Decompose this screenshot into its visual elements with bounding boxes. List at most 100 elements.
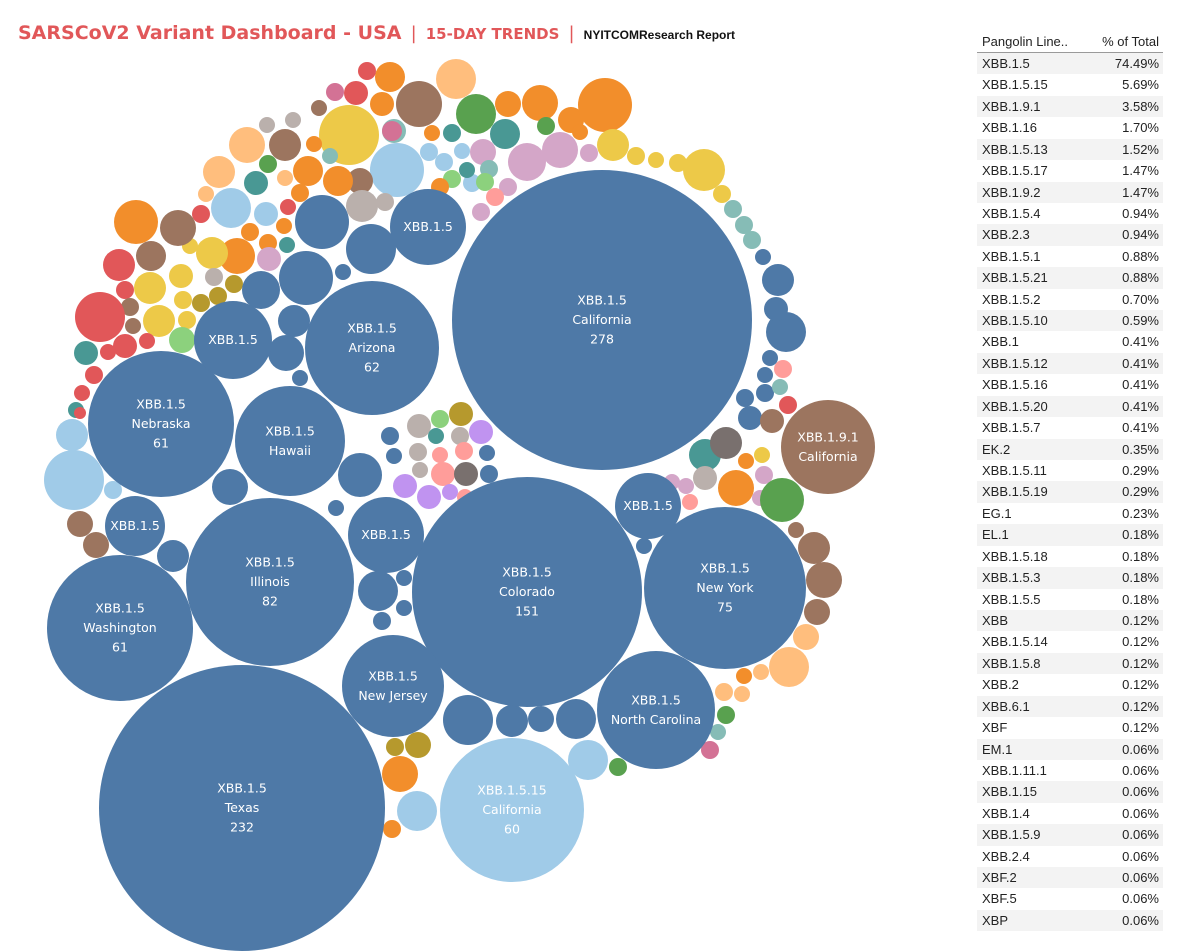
bubble-mark[interactable] [269, 129, 301, 161]
bubble-mark[interactable] [693, 466, 717, 490]
bubble-mark[interactable] [407, 414, 431, 438]
bubble-mark[interactable] [470, 139, 496, 165]
bubble-mark[interactable] [342, 635, 444, 737]
bubble-mark[interactable] [322, 148, 338, 164]
bubble-mark[interactable] [348, 497, 424, 573]
table-row[interactable]: XBB.1.5.14 0.12% [977, 631, 1163, 653]
bubble-mark[interactable] [734, 686, 750, 702]
bubble-mark[interactable] [769, 647, 809, 687]
bubble-mark[interactable] [597, 651, 715, 769]
bubble-mark[interactable] [455, 442, 473, 460]
bubble-mark[interactable] [56, 419, 88, 451]
bubble-mark[interactable] [169, 264, 193, 288]
bubble-mark[interactable] [326, 83, 344, 101]
bubble-mark[interactable] [459, 162, 475, 178]
bubble-mark[interactable] [346, 190, 378, 222]
bubble-mark[interactable] [335, 264, 351, 280]
bubble-mark[interactable] [443, 695, 493, 745]
bubble-mark[interactable] [323, 166, 353, 196]
bubble-mark[interactable] [762, 264, 794, 296]
bubble-mark[interactable] [386, 738, 404, 756]
bubble-mark[interactable] [105, 496, 165, 556]
table-row[interactable]: XBB.1.5.8 0.12% [977, 652, 1163, 675]
bubble-mark[interactable] [537, 117, 555, 135]
bubble-mark[interactable] [194, 301, 272, 379]
table-row[interactable]: XBB.2.4 0.06% [977, 845, 1163, 868]
bubble-mark[interactable] [396, 81, 442, 127]
bubble-mark[interactable] [280, 199, 296, 215]
bubble-mark[interactable] [738, 406, 762, 430]
table-row[interactable]: XBB.1.5.7 0.41% [977, 417, 1163, 439]
table-row[interactable]: XBB.2 0.12% [977, 674, 1163, 696]
bubble-mark[interactable] [678, 478, 694, 494]
bubble-mark[interactable] [160, 210, 196, 246]
bubble-mark[interactable] [431, 410, 449, 428]
bubble-mark[interactable] [370, 92, 394, 116]
bubble-mark[interactable] [495, 91, 521, 117]
bubble-mark[interactable] [203, 156, 235, 188]
bubble-mark[interactable] [449, 402, 473, 426]
bubble-mark[interactable] [338, 453, 382, 497]
bubble-mark[interactable] [276, 218, 292, 234]
bubble-mark[interactable] [753, 664, 769, 680]
table-row[interactable]: XBB.1.5.21 0.88% [977, 267, 1163, 289]
bubble-mark[interactable] [219, 238, 255, 274]
table-row[interactable]: XBB.1.11.1 0.06% [977, 759, 1163, 782]
bubble-mark[interactable] [556, 699, 596, 739]
bubble-mark[interactable] [125, 318, 141, 334]
bubble-mark[interactable] [381, 427, 399, 445]
bubble-mark[interactable] [373, 612, 391, 630]
bubble-mark[interactable] [420, 143, 438, 161]
table-row[interactable]: XBB.1.5.1 0.88% [977, 245, 1163, 268]
bubble-mark[interactable] [757, 367, 773, 383]
bubble-mark[interactable] [760, 409, 784, 433]
bubble-mark[interactable] [736, 668, 752, 684]
table-row[interactable]: XBB.1.5.11 0.29% [977, 460, 1163, 482]
bubble-mark[interactable] [781, 400, 875, 494]
table-row[interactable]: EK.2 0.35% [977, 438, 1163, 461]
bubble-mark[interactable] [382, 756, 418, 792]
table-row[interactable]: XBB.1.5 74.49% [977, 53, 1163, 75]
bubble-mark[interactable] [724, 200, 742, 218]
bubble-mark[interactable] [358, 571, 398, 611]
bubble-mark[interactable] [157, 540, 189, 572]
bubble-mark[interactable] [136, 241, 166, 271]
bubble-mark[interactable] [755, 249, 771, 265]
table-row[interactable]: XBB.1.5.9 0.06% [977, 824, 1163, 846]
table-row[interactable]: XBB.1.5.16 0.41% [977, 374, 1163, 396]
header-lineage[interactable]: Pangolin Line.. [982, 34, 1069, 49]
bubble-mark[interactable] [454, 462, 478, 486]
bubble-mark[interactable] [609, 758, 627, 776]
table-row[interactable]: XBB.1.5.5 0.18% [977, 588, 1163, 610]
bubble-mark[interactable] [358, 62, 376, 80]
bubble-mark[interactable] [496, 705, 528, 737]
table-row[interactable]: XBF.2 0.06% [977, 867, 1163, 889]
bubble-mark[interactable] [242, 271, 280, 309]
bubble-mark[interactable] [116, 281, 134, 299]
bubble-mark[interactable] [710, 427, 742, 459]
bubble-mark[interactable] [428, 428, 444, 444]
bubble-mark[interactable] [100, 344, 116, 360]
bubble-mark[interactable] [542, 132, 578, 168]
bubble-mark[interactable] [225, 275, 243, 293]
bubble-mark[interactable] [192, 205, 210, 223]
bubble-mark[interactable] [701, 741, 719, 759]
bubble-mark[interactable] [259, 155, 277, 173]
bubble-mark[interactable] [67, 511, 93, 537]
bubble-mark[interactable] [424, 125, 440, 141]
bubble-mark[interactable] [412, 477, 642, 707]
bubble-mark[interactable] [793, 624, 819, 650]
table-row[interactable]: XBB.1.4 0.06% [977, 802, 1163, 825]
bubble-mark[interactable] [443, 124, 461, 142]
bubble-mark[interactable] [760, 478, 804, 522]
bubble-mark[interactable] [766, 312, 806, 352]
table-row[interactable]: XBB.1.5.18 0.18% [977, 545, 1163, 568]
bubble-mark[interactable] [627, 147, 645, 165]
bubble-mark[interactable] [522, 85, 558, 121]
bubble-mark[interactable] [305, 281, 439, 415]
bubble-mark[interactable] [209, 287, 227, 305]
bubble-mark[interactable] [479, 445, 495, 461]
bubble-mark[interactable] [241, 223, 259, 241]
bubble-mark[interactable] [682, 494, 698, 510]
bubble-mark[interactable] [774, 360, 792, 378]
